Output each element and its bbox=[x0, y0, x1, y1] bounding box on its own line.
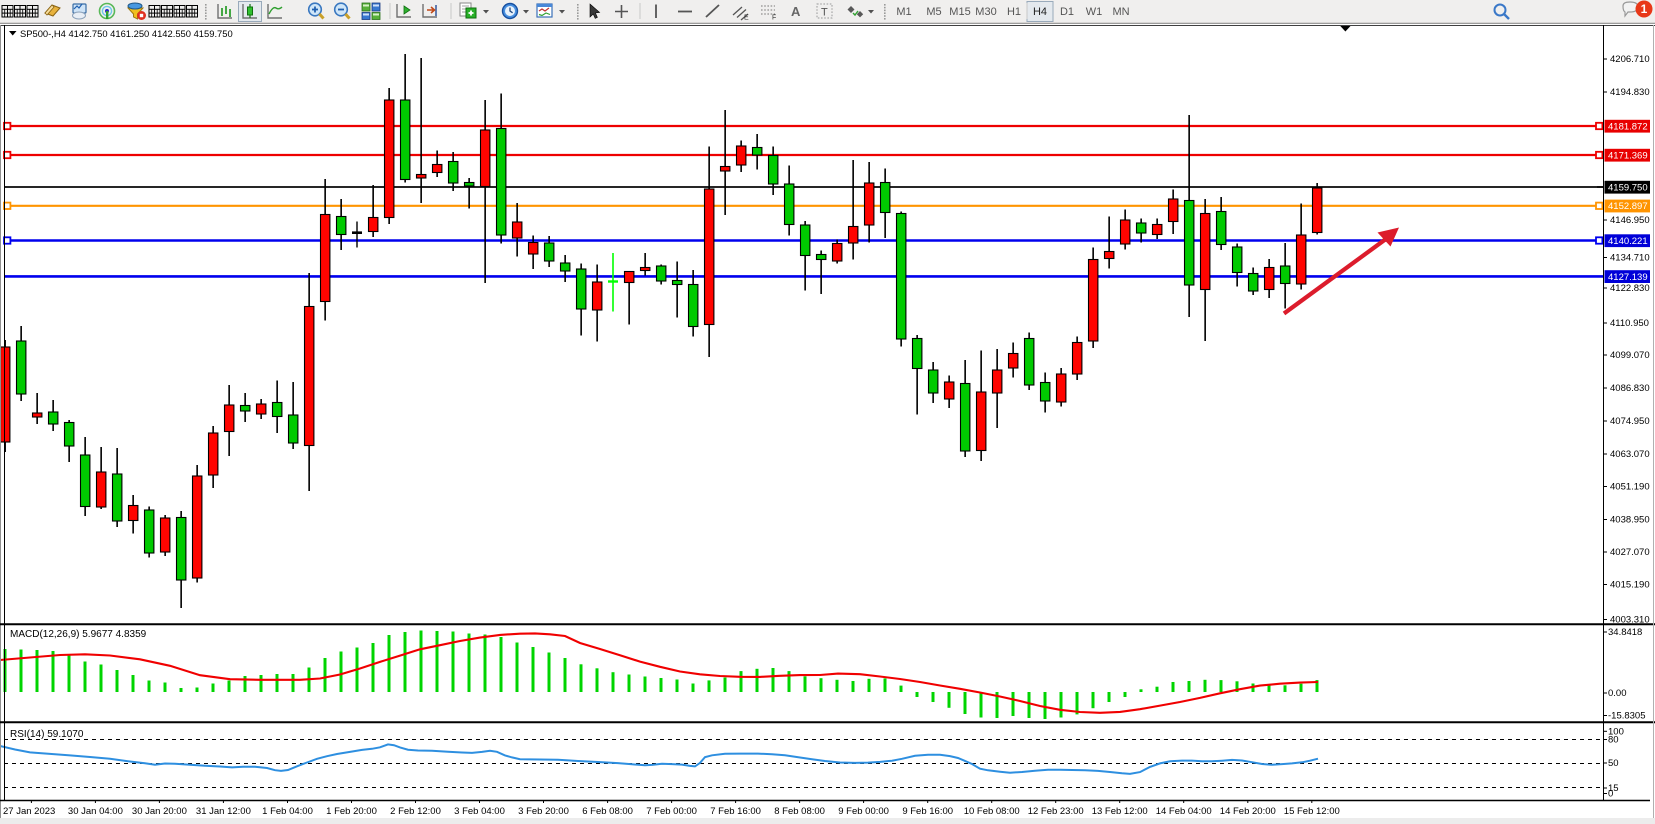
svg-text:4159.750: 4159.750 bbox=[1608, 182, 1648, 193]
svg-text:M15: M15 bbox=[949, 6, 970, 18]
svg-text:0: 0 bbox=[1608, 789, 1613, 800]
svg-text:15 Feb 12:00: 15 Feb 12:00 bbox=[1284, 806, 1340, 817]
svg-text:F: F bbox=[772, 15, 776, 22]
svg-text:50: 50 bbox=[1608, 758, 1619, 769]
svg-text:3 Feb 20:00: 3 Feb 20:00 bbox=[518, 806, 569, 817]
svg-text:4140.221: 4140.221 bbox=[1608, 236, 1648, 247]
svg-text:4134.710: 4134.710 bbox=[1610, 253, 1650, 264]
svg-text:4110.950: 4110.950 bbox=[1610, 318, 1649, 329]
svg-text:4127.139: 4127.139 bbox=[1608, 272, 1648, 283]
svg-text:3 Feb 04:00: 3 Feb 04:00 bbox=[454, 806, 505, 817]
svg-text:4038.950: 4038.950 bbox=[1610, 515, 1650, 526]
svg-text:4086.830: 4086.830 bbox=[1610, 383, 1650, 394]
svg-text:H4: H4 bbox=[1033, 6, 1047, 18]
svg-text:1 Feb 04:00: 1 Feb 04:00 bbox=[262, 806, 313, 817]
svg-text:7 Feb 00:00: 7 Feb 00:00 bbox=[646, 806, 697, 817]
svg-text:9 Feb 16:00: 9 Feb 16:00 bbox=[902, 806, 953, 817]
svg-text:4146.950: 4146.950 bbox=[1610, 215, 1650, 226]
svg-text:A: A bbox=[791, 4, 801, 19]
svg-text:10 Feb 08:00: 10 Feb 08:00 bbox=[964, 806, 1020, 817]
svg-text:RSI(14) 59.1070: RSI(14) 59.1070 bbox=[10, 729, 84, 740]
svg-text:8 Feb 08:00: 8 Feb 08:00 bbox=[774, 806, 825, 817]
svg-text:30 Jan 20:00: 30 Jan 20:00 bbox=[132, 806, 187, 817]
svg-text:2 Feb 12:00: 2 Feb 12:00 bbox=[390, 806, 441, 817]
svg-text:31 Jan 12:00: 31 Jan 12:00 bbox=[196, 806, 251, 817]
svg-text:M30: M30 bbox=[975, 6, 996, 18]
svg-text:-15.8305: -15.8305 bbox=[1608, 711, 1646, 722]
svg-text:7 Feb 16:00: 7 Feb 16:00 bbox=[710, 806, 761, 817]
svg-text:34.8418: 34.8418 bbox=[1608, 627, 1642, 638]
svg-text:27 Jan 2023: 27 Jan 2023 bbox=[3, 806, 55, 817]
svg-text:SP500-,H4 4142.750 4161.250 4: SP500-,H4 4142.750 4161.250 4142.550 415… bbox=[20, 28, 233, 39]
svg-text:T: T bbox=[821, 7, 828, 19]
svg-text:15: 15 bbox=[1608, 783, 1619, 794]
svg-text:4015.190: 4015.190 bbox=[1610, 580, 1650, 591]
svg-text:E: E bbox=[744, 15, 749, 22]
svg-text:1: 1 bbox=[1641, 2, 1648, 16]
svg-text:4206.710: 4206.710 bbox=[1610, 54, 1650, 65]
svg-text:14 Feb 20:00: 14 Feb 20:00 bbox=[1220, 806, 1276, 817]
svg-text:4099.070: 4099.070 bbox=[1610, 350, 1650, 361]
svg-text:0.00: 0.00 bbox=[1608, 688, 1627, 699]
svg-text:6 Feb 08:00: 6 Feb 08:00 bbox=[582, 806, 633, 817]
svg-text:4003.310: 4003.310 bbox=[1610, 615, 1650, 626]
svg-text:13 Feb 12:00: 13 Feb 12:00 bbox=[1092, 806, 1148, 817]
svg-text:H1: H1 bbox=[1007, 6, 1021, 18]
svg-text:4152.897: 4152.897 bbox=[1608, 201, 1648, 212]
svg-text:14 Feb 04:00: 14 Feb 04:00 bbox=[1156, 806, 1212, 817]
svg-text:1 Feb 20:00: 1 Feb 20:00 bbox=[326, 806, 377, 817]
svg-text:MACD(12,26,9) 5.9677 4.8359: MACD(12,26,9) 5.9677 4.8359 bbox=[10, 629, 147, 640]
svg-text:80: 80 bbox=[1608, 735, 1619, 746]
svg-text:4194.830: 4194.830 bbox=[1610, 87, 1650, 98]
svg-text:4171.369: 4171.369 bbox=[1608, 150, 1648, 161]
svg-text:M5: M5 bbox=[926, 6, 941, 18]
svg-text:4122.830: 4122.830 bbox=[1610, 283, 1650, 294]
svg-text:4051.190: 4051.190 bbox=[1610, 482, 1650, 493]
svg-text:D1: D1 bbox=[1060, 6, 1074, 18]
svg-text:4074.950: 4074.950 bbox=[1610, 416, 1650, 427]
svg-text:4063.070: 4063.070 bbox=[1610, 449, 1650, 460]
svg-text:9 Feb 00:00: 9 Feb 00:00 bbox=[838, 806, 889, 817]
svg-text:12 Feb 23:00: 12 Feb 23:00 bbox=[1028, 806, 1084, 817]
svg-text:4181.872: 4181.872 bbox=[1608, 121, 1648, 132]
svg-text:30 Jan 04:00: 30 Jan 04:00 bbox=[68, 806, 123, 817]
svg-text:4027.070: 4027.070 bbox=[1610, 547, 1650, 558]
svg-text:W1: W1 bbox=[1086, 6, 1103, 18]
svg-text:M1: M1 bbox=[896, 6, 911, 18]
svg-text:MN: MN bbox=[1112, 6, 1129, 18]
svg-text:100: 100 bbox=[1608, 727, 1624, 738]
